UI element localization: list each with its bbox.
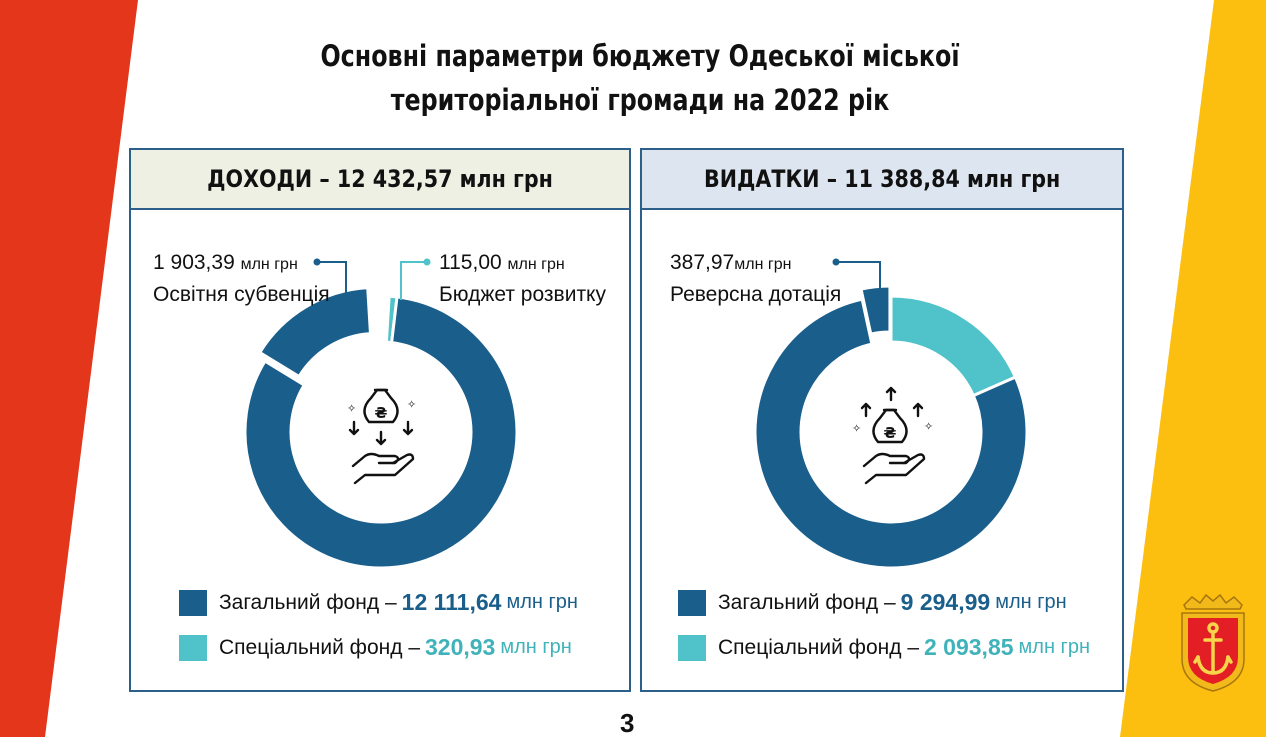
legend-unit: млн грн (500, 636, 572, 658)
income-callout-right: 115,00 млн грн Бюджет розвитку (439, 248, 606, 310)
income-slice-education-subvention (257, 286, 373, 379)
legend-swatch-general (678, 589, 706, 616)
legend-label: Спеціальний фонд – (219, 635, 420, 659)
income-legend-special: Спеціальний фонд – 320,93 млн грн (179, 634, 572, 661)
legend-value: 2 093,85 (924, 634, 1014, 660)
expense-callout-value: 387,97 (670, 251, 735, 274)
income-donut-chart: ₴ ✧ ✧ (243, 258, 519, 570)
income-callout-left-value: 1 903,39 (153, 251, 235, 274)
expense-panel: ВИДАТКИ – 11 388,84 млн грн ₴ ✧ ✧ 387,97… (640, 148, 1124, 692)
legend-unit: млн грн (506, 591, 578, 613)
income-callout-right-dot (423, 258, 431, 266)
title-line-1: Основні параметри бюджету Одеської міськ… (320, 39, 960, 73)
svg-text:✧: ✧ (407, 399, 416, 411)
income-callout-right-value: 115,00 (439, 251, 502, 274)
expense-callout-line (836, 261, 881, 298)
income-panel: ДОХОДИ – 12 432,57 млн грн ₴ ✧ ✧ 1 903,3… (129, 148, 631, 692)
expense-header-text: ВИДАТКИ – 11 388,84 млн грн (703, 165, 1061, 193)
expense-legend-special: Спеціальний фонд – 2 093,85 млн грн (678, 634, 1090, 661)
svg-text:₴: ₴ (884, 424, 897, 442)
income-legend-general: Загальний фонд – 12 111,64 млн грн (179, 589, 578, 616)
income-header-text: ДОХОДИ – 12 432,57 млн грн (207, 165, 553, 193)
income-slice-general-fund (243, 295, 519, 570)
legend-unit: млн грн (995, 591, 1067, 613)
legend-label: Загальний фонд – (219, 590, 397, 614)
income-callout-right-label: Бюджет розвитку (439, 283, 606, 306)
expense-callout: 387,97млн грн Реверсна дотація (670, 248, 841, 310)
expense-donut-hole (805, 346, 977, 518)
page-title: Основні параметри бюджету Одеської міськ… (271, 34, 1009, 122)
money-bag-hand-up-icon: ₴ ✧ ✧ (852, 386, 933, 485)
legend-label: Загальний фонд – (718, 590, 896, 614)
red-stripe (0, 0, 138, 737)
legend-swatch-special (678, 634, 706, 661)
expense-callout-value-line: 387,97млн грн (670, 248, 841, 280)
svg-text:✧: ✧ (924, 421, 933, 433)
expense-arcs (753, 284, 1029, 570)
income-header: ДОХОДИ – 12 432,57 млн грн (131, 150, 629, 210)
svg-text:✧: ✧ (347, 403, 356, 415)
expense-slice-reverse-subsidy (859, 284, 892, 336)
money-bag-hand-down-icon: ₴ ✧ ✧ (347, 388, 416, 485)
expense-legend-general: Загальний фонд – 9 294,99 млн грн (678, 589, 1067, 616)
income-callout-left-value-line: 1 903,39 млн грн (153, 248, 330, 280)
income-callout-left-unit: млн грн (240, 256, 298, 273)
expense-callout-unit: млн грн (734, 256, 792, 273)
legend-value: 9 294,99 (900, 589, 991, 615)
title-line-2: територіальної громади на 2022 рік (390, 83, 890, 117)
income-arcs (243, 286, 519, 570)
expense-callout-label: Реверсна дотація (670, 283, 842, 306)
legend-swatch-general (179, 589, 207, 616)
income-callout-left-line (317, 261, 347, 298)
income-callout-right-unit: млн грн (507, 256, 565, 273)
income-callout-left-label: Освітня субвенція (153, 283, 330, 306)
legend-value: 320,93 (425, 634, 496, 660)
expense-donut-chart: ₴ ✧ ✧ (753, 258, 1029, 570)
income-callout-left: 1 903,39 млн грн Освітня субвенція (153, 248, 330, 310)
legend-value: 12 111,64 (401, 589, 502, 615)
legend-swatch-special (179, 634, 207, 661)
yellow-stripe (1120, 0, 1266, 737)
odesa-coat-of-arms-icon (1181, 593, 1245, 692)
expense-header: ВИДАТКИ – 11 388,84 млн грн (642, 150, 1122, 210)
svg-text:✧: ✧ (852, 423, 861, 435)
expense-slice-general-fund (753, 297, 1029, 570)
income-callout-right-line (400, 261, 427, 300)
legend-label: Спеціальний фонд – (718, 635, 919, 659)
expense-callout-dot (832, 258, 840, 266)
page-number: 3 (620, 708, 635, 738)
income-callout-left-dot (313, 258, 321, 266)
svg-text:₴: ₴ (375, 404, 388, 422)
income-callout-right-value-line: 115,00 млн грн (439, 248, 606, 280)
legend-unit: млн грн (1018, 636, 1091, 658)
